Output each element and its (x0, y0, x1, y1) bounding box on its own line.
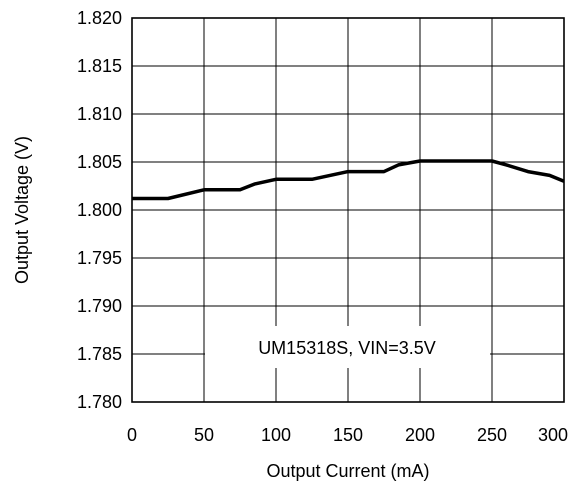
x-axis-ticks: 0 50 100 150 200 250 300 (127, 425, 568, 445)
x-axis-title: Output Current (mA) (266, 461, 429, 481)
y-tick-label: 1.795 (77, 248, 122, 268)
y-axis-ticks: 1.820 1.815 1.810 1.805 1.800 1.795 1.790 1.785… (77, 8, 122, 412)
x-tick-label: 0 (127, 425, 137, 445)
grid (132, 18, 564, 402)
x-tick-label: 150 (333, 425, 363, 445)
y-tick-label: 1.785 (77, 344, 122, 364)
annotation-label: UM15318S, VIN=3.5V (258, 338, 436, 358)
series-layer (132, 159, 565, 201)
y-tick-label: 1.790 (77, 296, 122, 316)
y-tick-label: 1.810 (77, 104, 122, 124)
series-line (132, 159, 565, 201)
annotation-background (205, 326, 490, 368)
plot-frame (131, 17, 565, 403)
x-tick-label: 50 (194, 425, 214, 445)
x-tick-label: 200 (405, 425, 435, 445)
y-tick-label: 1.800 (77, 200, 122, 220)
y-tick-label: 1.780 (77, 392, 122, 412)
annotation: UM15318S, VIN=3.5V (205, 326, 490, 368)
y-tick-label: 1.820 (77, 8, 122, 28)
y-tick-label: 1.805 (77, 152, 122, 172)
y-tick-label: 1.815 (77, 56, 122, 76)
y-axis-title: Output Voltage (V) (12, 136, 32, 284)
x-tick-label: 300 (538, 425, 568, 445)
x-tick-label: 100 (261, 425, 291, 445)
x-tick-label: 250 (477, 425, 507, 445)
